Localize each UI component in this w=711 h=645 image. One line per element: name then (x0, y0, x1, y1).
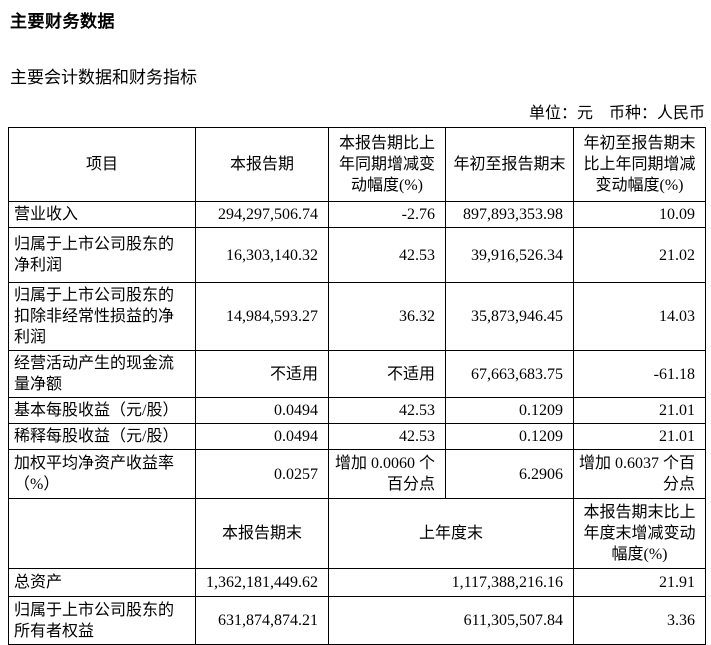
table-row-operating-cash-flow: 经营活动产生的现金流量净额 不适用 不适用 67,663,683.75 -61.… (8, 350, 706, 398)
table-header-row-2: 本报告期末 上年度末 本报告期末比上年度末增减变动幅度(%) (8, 498, 706, 569)
item-cell: 归属于上市公司股东的扣除非经常性损益的净利润 (8, 282, 196, 351)
value-cell: 16,303,140.32 (195, 227, 329, 283)
page-title: 主要财务数据 (10, 12, 115, 31)
value-cell: 10.09 (573, 201, 706, 228)
financial-table: 项目 本报告期 本报告期比上年同期增减变动幅度(%) 年初至报告期末 年初至报告… (8, 127, 706, 645)
item-cell: 归属于上市公司股东的净利润 (8, 227, 196, 283)
value-cell: 42.53 (328, 227, 446, 283)
value-cell: 21.91 (573, 568, 706, 597)
header-cell-ytd: 年初至报告期末 (445, 127, 574, 202)
value-cell: 21.01 (573, 423, 706, 450)
empty-cell (8, 498, 196, 569)
header-cell-period-change: 本报告期比上年同期增减变动幅度(%) (328, 127, 446, 202)
value-cell: 0.0257 (195, 449, 329, 499)
table-row-net-profit: 归属于上市公司股东的净利润 16,303,140.32 42.53 39,916… (8, 227, 706, 283)
header-cell-ytd-change: 年初至报告期末比上年同期增减变动幅度(%) (573, 127, 706, 202)
value-cell: 0.0494 (195, 423, 329, 450)
value-cell: 39,916,526.34 (445, 227, 574, 283)
value-cell: -61.18 (573, 350, 706, 398)
table-header-row: 项目 本报告期 本报告期比上年同期增减变动幅度(%) 年初至报告期末 年初至报告… (8, 127, 706, 202)
value-cell: 6.2906 (445, 449, 574, 499)
value-cell: 42.53 (328, 423, 446, 450)
unit-currency-note: 单位：元 币种：人民币 (528, 105, 705, 122)
table-row-total-assets: 总资产 1,362,181,449.62 1,117,388,216.16 21… (8, 568, 706, 597)
value-cell: 611,305,507.84 (328, 596, 574, 645)
item-cell: 加权平均净资产收益率（%） (8, 449, 196, 499)
value-cell: 14.03 (573, 282, 706, 351)
value-cell: 631,874,874.21 (195, 596, 329, 645)
value-cell: 增加 0.6037 个百分点 (573, 449, 706, 499)
value-cell: 3.36 (573, 596, 706, 645)
value-cell: 294,297,506.74 (195, 201, 329, 228)
item-cell: 经营活动产生的现金流量净额 (8, 350, 196, 398)
value-cell: 67,663,683.75 (445, 350, 574, 398)
item-cell: 归属于上市公司股东的所有者权益 (8, 596, 196, 645)
table-row-basic-eps: 基本每股收益（元/股） 0.0494 42.53 0.1209 21.01 (8, 397, 706, 424)
value-cell: 21.01 (573, 397, 706, 424)
header-cell-item: 项目 (8, 127, 196, 202)
item-cell: 总资产 (8, 568, 196, 597)
value-cell: 21.02 (573, 227, 706, 283)
value-cell: 0.1209 (445, 423, 574, 450)
table-row-net-profit-excl-nonrecurring: 归属于上市公司股东的扣除非经常性损益的净利润 14,984,593.27 36.… (8, 282, 706, 351)
item-cell: 营业收入 (8, 201, 196, 228)
value-cell: 14,984,593.27 (195, 282, 329, 351)
value-cell: 35,873,946.45 (445, 282, 574, 351)
header-cell-current-period: 本报告期 (195, 127, 329, 202)
item-cell: 稀释每股收益（元/股） (8, 423, 196, 450)
value-cell: 不适用 (328, 350, 446, 398)
value-cell: 36.32 (328, 282, 446, 351)
value-cell: 增加 0.0060 个百分点 (328, 449, 446, 499)
value-cell: 0.1209 (445, 397, 574, 424)
table-row-owners-equity: 归属于上市公司股东的所有者权益 631,874,874.21 611,305,5… (8, 596, 706, 645)
value-cell: 1,117,388,216.16 (328, 568, 574, 597)
header-cell-period-end-change: 本报告期末比上年度末增减变动幅度(%) (573, 498, 706, 569)
item-cell: 基本每股收益（元/股） (8, 397, 196, 424)
value-cell: 897,893,353.98 (445, 201, 574, 228)
value-cell: 不适用 (195, 350, 329, 398)
value-cell: 0.0494 (195, 397, 329, 424)
value-cell: 42.53 (328, 397, 446, 424)
section-subtitle: 主要会计数据和财务指标 (10, 68, 197, 87)
table-row-diluted-eps: 稀释每股收益（元/股） 0.0494 42.53 0.1209 21.01 (8, 423, 706, 450)
header-cell-prev-year-end: 上年度末 (328, 498, 574, 569)
table-row-revenue: 营业收入 294,297,506.74 -2.76 897,893,353.98… (8, 201, 706, 228)
table-row-weighted-avg-roe: 加权平均净资产收益率（%） 0.0257 增加 0.0060 个百分点 6.29… (8, 449, 706, 499)
header-cell-period-end: 本报告期末 (195, 498, 329, 569)
value-cell: 1,362,181,449.62 (195, 568, 329, 597)
value-cell: -2.76 (328, 201, 446, 228)
